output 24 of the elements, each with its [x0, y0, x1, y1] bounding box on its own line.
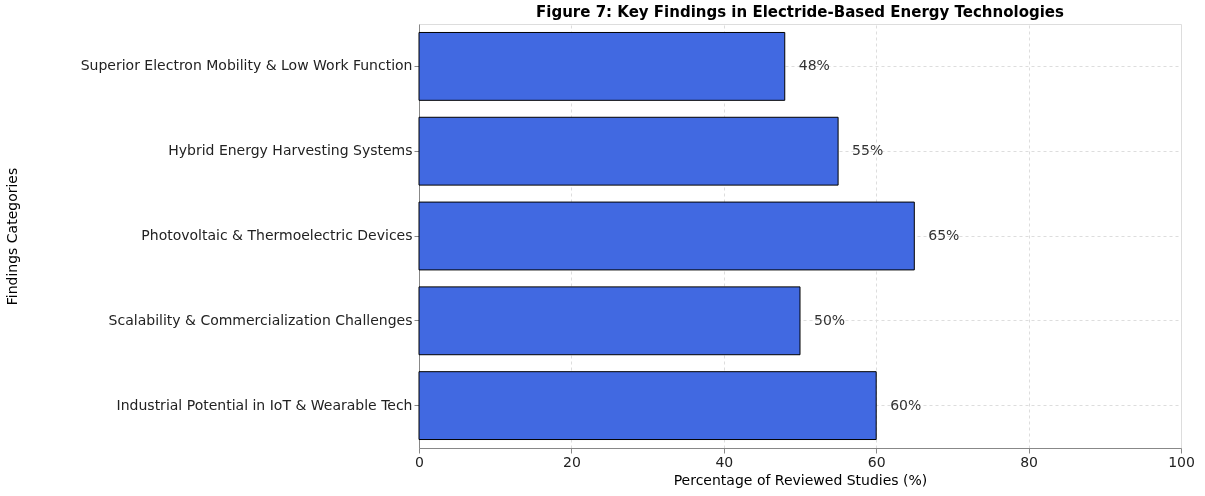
data-label: 65%	[928, 227, 960, 243]
y-tick-label: Hybrid Energy Harvesting Systems	[168, 142, 413, 159]
bar	[418, 31, 786, 101]
x-tick-label: 80	[1020, 453, 1039, 470]
bar	[418, 371, 877, 441]
x-tick-label: 40	[715, 453, 734, 470]
data-label: 55%	[852, 142, 884, 159]
y-axis-title: Findings Categories	[4, 167, 21, 306]
data-label: 48%	[798, 57, 830, 74]
y-tick-label: Superior Electron Mobility & Low Work Function	[80, 57, 413, 74]
x-tick-label: 60	[867, 453, 886, 470]
x-axis-title: Percentage of Reviewed Studies (%)	[673, 471, 928, 488]
data-label: 50%	[814, 311, 846, 328]
chart-title: Figure 7: Key Findings in Electride-Based Energy Technologies	[536, 3, 1065, 21]
x-tick-label: 100	[1168, 453, 1195, 470]
y-tick-label: Industrial Potential in IoT & Wearable Tech	[116, 396, 413, 413]
bar	[418, 201, 915, 271]
y-tick-label: Scalability & Commercialization Challenges	[108, 311, 413, 328]
x-tick-label: 0	[415, 453, 424, 470]
data-label: 60%	[890, 396, 922, 413]
bar	[418, 116, 839, 186]
x-tick-label: 20	[562, 453, 581, 470]
y-tick-label: Photovoltaic & Thermoelectric Devices	[141, 227, 413, 243]
bar	[418, 286, 801, 356]
